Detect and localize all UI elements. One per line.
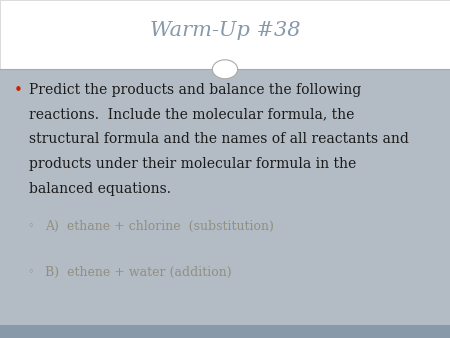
Text: ◦: ◦	[27, 267, 34, 277]
Text: Predict the products and balance the following: Predict the products and balance the fol…	[29, 83, 361, 97]
Text: structural formula and the names of all reactants and: structural formula and the names of all …	[29, 132, 409, 146]
Text: B)  ethene + water (addition): B) ethene + water (addition)	[45, 266, 232, 279]
Text: balanced equations.: balanced equations.	[29, 182, 171, 195]
Text: Warm-Up #38: Warm-Up #38	[150, 21, 300, 40]
FancyBboxPatch shape	[0, 325, 450, 338]
Text: •: •	[14, 83, 22, 98]
Text: reactions.  Include the molecular formula, the: reactions. Include the molecular formula…	[29, 107, 355, 121]
Text: products under their molecular formula in the: products under their molecular formula i…	[29, 157, 356, 171]
FancyBboxPatch shape	[0, 69, 450, 325]
Text: ◦: ◦	[27, 221, 34, 232]
FancyBboxPatch shape	[0, 0, 450, 69]
Text: A)  ethane + chlorine  (substitution): A) ethane + chlorine (substitution)	[45, 220, 274, 233]
Circle shape	[212, 60, 238, 79]
